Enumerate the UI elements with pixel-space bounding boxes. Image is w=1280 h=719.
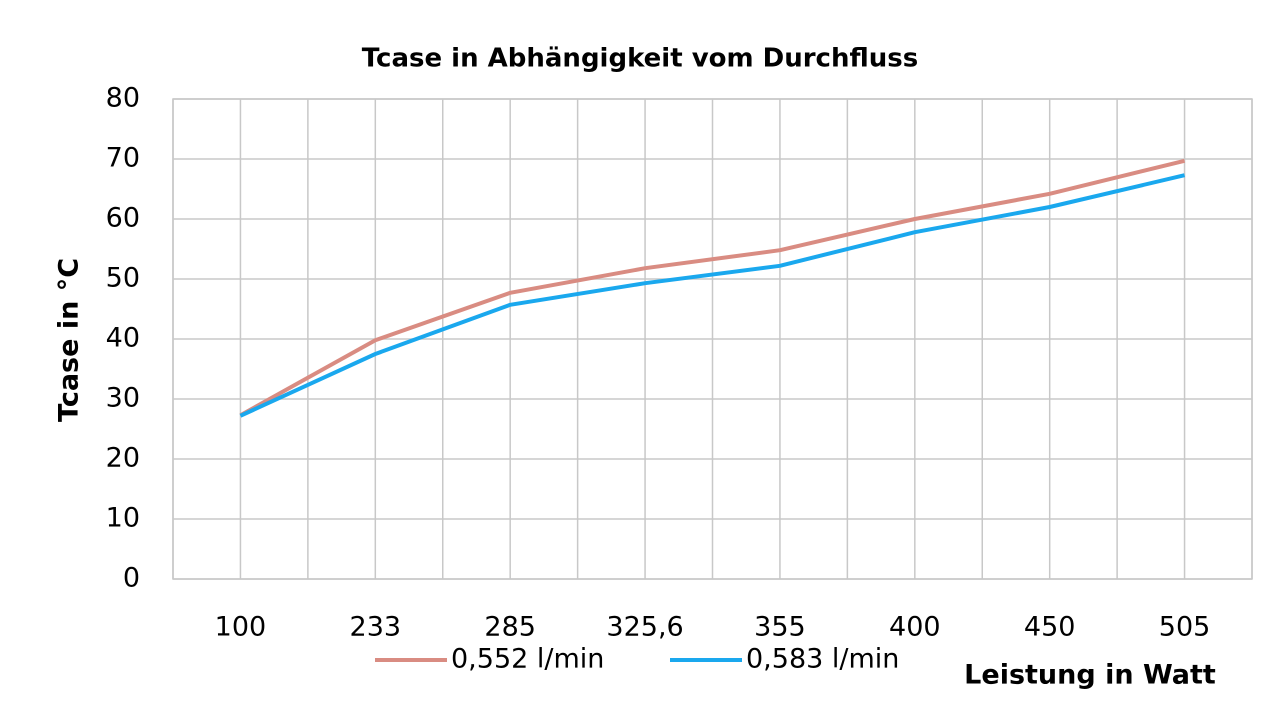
x-tick-label: 285 (484, 612, 536, 643)
legend-label: 0,583 l/min (746, 644, 899, 675)
series-line (239, 158, 1186, 417)
x-tick-label: 233 (350, 612, 402, 643)
x-tick-label: 325,6 (606, 612, 683, 643)
plot-border (172, 98, 1253, 580)
series-line (239, 173, 1186, 418)
legend-label: 0,552 l/min (451, 644, 604, 675)
x-tick-label: 400 (889, 612, 941, 643)
x-tick-label: 505 (1159, 612, 1211, 643)
y-axis-label: Tcase in °C (54, 258, 85, 422)
y-tick-label: 50 (106, 263, 140, 294)
y-tick-label: 30 (106, 383, 140, 414)
y-tick-label: 70 (106, 143, 140, 174)
y-tick-label: 60 (106, 203, 140, 234)
chart-title: Tcase in Abhängigkeit vom Durchfluss (362, 44, 918, 74)
y-tick-label: 40 (106, 323, 140, 354)
y-tick-label: 10 (106, 503, 140, 534)
x-tick-label: 450 (1024, 612, 1076, 643)
x-tick-label: 355 (754, 612, 806, 643)
y-tick-label: 0 (123, 563, 140, 594)
x-axis-label: Leistung in Watt (964, 660, 1216, 691)
y-tick-label: 20 (106, 443, 140, 474)
x-tick-label: 100 (215, 612, 267, 643)
y-tick-label: 80 (106, 83, 140, 114)
